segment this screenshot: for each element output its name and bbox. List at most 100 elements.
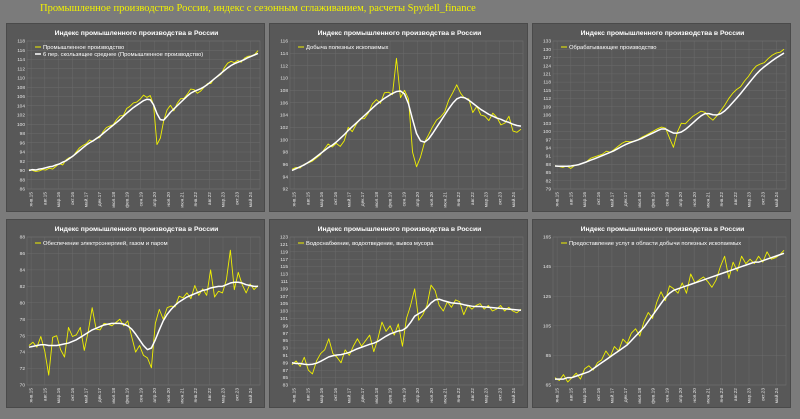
x-tick-label: мар.23 (221, 192, 227, 208)
x-tick-label: май.17 (346, 388, 353, 404)
x-tick-label: апр.20 (415, 388, 421, 403)
legend-label: Добыча полезных ископаемых (306, 45, 389, 51)
y-tick-label: 104 (280, 113, 288, 119)
x-tick-label: авг.15 (42, 192, 48, 205)
y-tick-label: 114 (280, 51, 288, 57)
chart-title: Индекс промышленного производства в Росс… (581, 30, 745, 37)
x-tick-label: авг.22 (733, 388, 739, 401)
x-tick-label: май.24 (247, 388, 254, 404)
y-tick-label: 91 (546, 154, 552, 160)
y-tick-label: 99 (283, 323, 289, 329)
plot-area (289, 236, 524, 386)
x-tick-label: ноя.20 (429, 388, 435, 403)
x-tick-label: окт.16 (596, 388, 602, 401)
y-tick-label: 82 (546, 178, 552, 184)
chart-title: Индекс промышленного производства в Росс… (318, 226, 482, 233)
plot-area (26, 40, 261, 190)
y-tick-label: 113 (280, 272, 288, 278)
chart-panel-water: Индекс промышленного производства в Росс… (269, 219, 528, 408)
y-tick-label: 125 (543, 294, 551, 300)
y-tick-label: 127 (543, 55, 551, 61)
x-tick-label: авг.15 (568, 192, 574, 205)
series-line-smoothed (291, 90, 522, 172)
x-tick-label: мар.16 (56, 388, 62, 404)
y-tick-label: 91 (283, 353, 289, 359)
y-tick-label: 85 (546, 353, 552, 359)
x-tick-label: июл.18 (637, 192, 643, 208)
y-tick-label: 119 (280, 249, 288, 255)
y-tick-label: 112 (543, 96, 551, 102)
chart-panel-manufacturing: Индекс промышленного производства в Росс… (532, 23, 791, 212)
plot-area (26, 236, 261, 386)
legend-label: Обрабатывающее производство (569, 45, 657, 51)
x-tick-label: окт.23 (760, 192, 766, 205)
y-tick-label: 103 (280, 309, 288, 315)
y-tick-label: 102 (17, 113, 25, 119)
x-tick-label: авг.22 (207, 192, 213, 205)
y-tick-label: 80 (20, 300, 26, 306)
x-tick-label: июл.18 (374, 192, 380, 208)
x-tick-label: июл.18 (111, 192, 117, 208)
x-tick-label: июл.18 (374, 388, 380, 404)
y-tick-label: 92 (283, 187, 289, 193)
x-tick-label: июл.18 (111, 388, 117, 404)
x-tick-label: май.17 (609, 192, 616, 208)
y-tick-label: 110 (280, 76, 288, 82)
y-tick-label: 88 (546, 162, 552, 168)
y-tick-label: 121 (543, 71, 551, 77)
y-tick-label: 112 (17, 66, 25, 72)
y-tick-label: 108 (280, 88, 288, 94)
y-tick-label: 89 (283, 360, 289, 366)
x-tick-label: авг.15 (42, 388, 48, 401)
y-tick-label: 117 (280, 257, 288, 263)
y-tick-label: 123 (280, 235, 288, 241)
x-tick-label: мар.23 (221, 388, 227, 404)
x-tick-label: май.24 (773, 192, 780, 208)
y-tick-label: 76 (20, 333, 26, 339)
y-tick-label: 82 (20, 284, 26, 290)
x-tick-label: июл.18 (637, 388, 643, 404)
x-tick-label: май.24 (510, 192, 517, 208)
x-tick-label: янв.22 (193, 388, 199, 403)
x-tick-label: мар.23 (747, 192, 753, 208)
y-tick-label: 86 (20, 251, 26, 257)
x-tick-label: сен.19 (664, 388, 670, 403)
x-tick-label: янв.15 (555, 388, 561, 403)
x-tick-label: май.24 (247, 192, 254, 208)
x-tick-label: ноя.20 (429, 192, 435, 207)
series-line-raw (28, 249, 259, 376)
y-tick-label: 115 (543, 88, 551, 94)
x-tick-label: янв.22 (456, 388, 462, 403)
x-tick-label: окт.16 (333, 388, 339, 401)
x-tick-label: авг.22 (733, 192, 739, 205)
x-tick-label: ноя.20 (692, 192, 698, 207)
x-tick-label: авг.22 (470, 192, 476, 205)
y-tick-label: 111 (281, 279, 289, 285)
x-tick-label: окт.23 (497, 388, 503, 401)
page-title: Промышленное производство России, индекс… (40, 3, 476, 14)
x-tick-label: дек.17 (360, 192, 366, 207)
chart-svg: Индекс промышленного производства в Росс… (543, 30, 787, 208)
y-tick-label: 85 (283, 375, 289, 381)
y-tick-label: 165 (543, 235, 551, 241)
x-tick-label: мар.16 (582, 192, 588, 208)
y-tick-label: 94 (546, 145, 552, 151)
x-tick-label: авг.15 (305, 192, 311, 205)
series-line-raw (291, 57, 522, 170)
x-tick-label: июн.21 (179, 388, 185, 404)
y-tick-label: 94 (20, 150, 26, 156)
y-tick-label: 105 (543, 323, 551, 329)
y-tick-label: 116 (280, 39, 288, 45)
y-tick-label: 78 (20, 317, 26, 323)
x-tick-label: фев.19 (651, 388, 657, 404)
x-tick-label: сен.19 (401, 388, 407, 403)
x-tick-label: июн.21 (442, 388, 448, 404)
x-tick-label: фев.19 (388, 388, 394, 404)
y-tick-label: 88 (20, 235, 26, 241)
legend-label: Обеспечение электроэнергией, газом и пар… (43, 240, 168, 247)
y-tick-label: 72 (20, 366, 26, 372)
y-tick-label: 130 (543, 47, 551, 53)
plot-area (552, 40, 787, 190)
y-tick-label: 102 (280, 125, 288, 131)
chart-svg: Индекс промышленного производства в Росс… (17, 30, 261, 208)
